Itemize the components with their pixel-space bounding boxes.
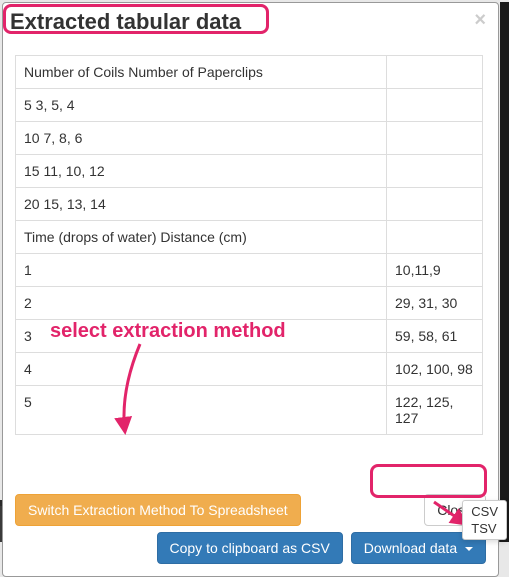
table-cell: 59, 58, 61 — [387, 320, 483, 353]
table-cell: 5 3, 5, 4 — [16, 89, 387, 122]
table-cell — [387, 89, 483, 122]
modal-title: Extracted tabular data — [10, 9, 483, 35]
table-row: 15 11, 10, 12 — [16, 155, 483, 188]
table-cell: 10,11,9 — [387, 254, 483, 287]
page-dark-strip — [500, 2, 509, 542]
copy-csv-button[interactable]: Copy to clipboard as CSV — [157, 532, 343, 564]
dropdown-option-tsv[interactable]: TSV — [463, 520, 506, 537]
table-row: 4102, 100, 98 — [16, 353, 483, 386]
table-cell: 4 — [16, 353, 387, 386]
table-row: 110,11,9 — [16, 254, 483, 287]
table-row: 20 15, 13, 14 — [16, 188, 483, 221]
table-cell: Number of Coils Number of Paperclips — [16, 56, 387, 89]
table-cell: 102, 100, 98 — [387, 353, 483, 386]
table-cell: 15 11, 10, 12 — [16, 155, 387, 188]
table-row: Number of Coils Number of Paperclips — [16, 56, 483, 89]
table-row: 10 7, 8, 6 — [16, 122, 483, 155]
table-cell: 5 — [16, 386, 387, 435]
table-cell — [387, 56, 483, 89]
table-cell — [387, 155, 483, 188]
caret-down-icon — [465, 547, 473, 551]
table-cell: Time (drops of water) Distance (cm) — [16, 221, 387, 254]
table-row: 5122, 125, 127 — [16, 386, 483, 435]
table-row: 359, 58, 61 — [16, 320, 483, 353]
modal-header: × Extracted tabular data — [3, 3, 498, 45]
table-cell: 122, 125, 127 — [387, 386, 483, 435]
modal-body: Number of Coils Number of Paperclips5 3,… — [3, 45, 498, 435]
download-dropdown-menu: CSV TSV — [462, 500, 507, 540]
modal-footer: Switch Extraction Method To Spreadsheet … — [3, 475, 498, 576]
dropdown-option-csv[interactable]: CSV — [463, 503, 506, 520]
table-cell: 20 15, 13, 14 — [16, 188, 387, 221]
table-cell: 2 — [16, 287, 387, 320]
table-cell: 3 — [16, 320, 387, 353]
table-cell — [387, 122, 483, 155]
extracted-data-table: Number of Coils Number of Paperclips5 3,… — [15, 55, 483, 435]
table-cell: 1 — [16, 254, 387, 287]
download-label: Download data — [364, 540, 461, 556]
table-row: 5 3, 5, 4 — [16, 89, 483, 122]
table-row: Time (drops of water) Distance (cm) — [16, 221, 483, 254]
table-cell — [387, 188, 483, 221]
close-icon[interactable]: × — [474, 9, 486, 32]
modal-dialog: × Extracted tabular data Number of Coils… — [2, 2, 499, 577]
table-cell — [387, 221, 483, 254]
table-cell: 29, 31, 30 — [387, 287, 483, 320]
table-row: 229, 31, 30 — [16, 287, 483, 320]
table-cell: 10 7, 8, 6 — [16, 122, 387, 155]
switch-extraction-button[interactable]: Switch Extraction Method To Spreadsheet — [15, 494, 301, 526]
